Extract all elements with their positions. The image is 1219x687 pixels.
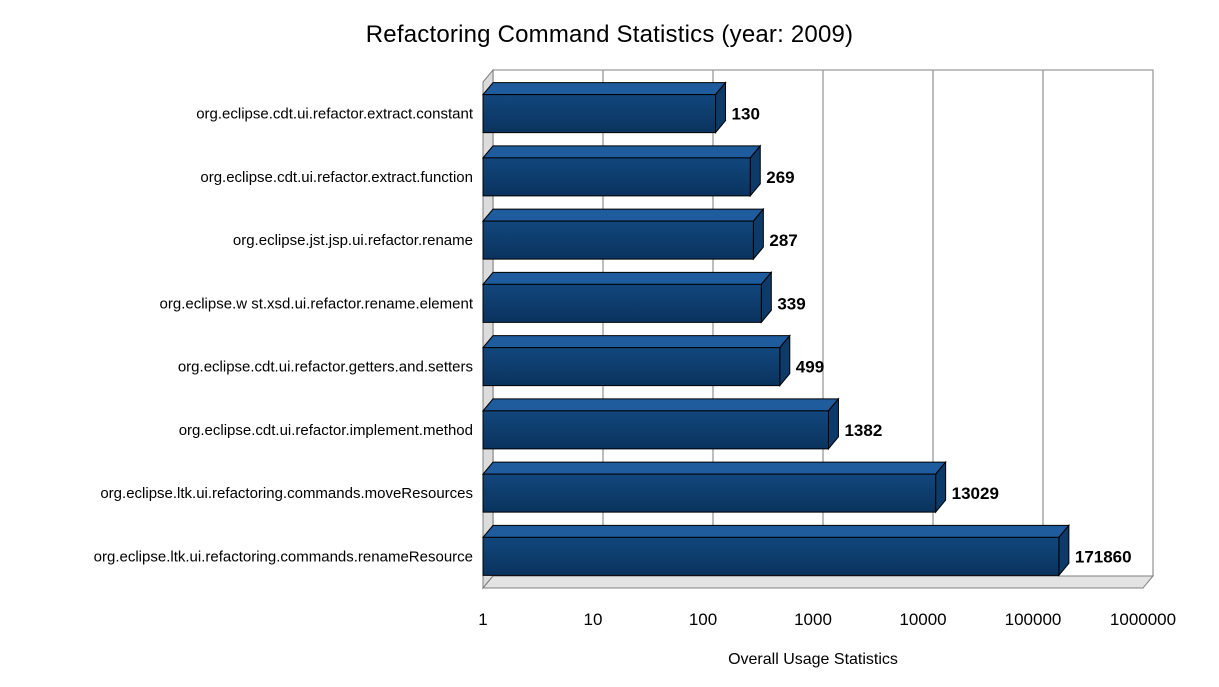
bar-top-face [481,271,773,285]
x-tick-label: 1 [478,610,487,629]
bar-top-face [481,82,727,96]
x-tick-label: 1000000 [1110,610,1176,629]
x-tick-label: 1000 [794,610,832,629]
x-tick-label: 100000 [1005,610,1062,629]
bar [482,347,781,387]
category-label: org.eclipse.cdt.ui.refactor.getters.and.… [178,359,473,376]
value-label: 130 [732,105,760,124]
category-label: org.eclipse.cdt.ui.refactor.extract.func… [200,169,473,186]
value-label: 269 [766,168,794,187]
category-label: org.eclipse.w st.xsd.ui.refactor.rename.… [160,295,474,312]
bar-top-face [481,208,765,222]
bar [482,220,754,260]
bar [482,473,937,513]
bar [482,536,1060,576]
bar-top-face [481,461,947,475]
x-tick-label: 10 [584,610,603,629]
plot-floor [481,575,1155,589]
bar [482,410,829,450]
bar-top-face [481,335,791,349]
category-label: org.eclipse.cdt.ui.refactor.implement.me… [179,422,473,439]
bar-top-face [481,524,1070,538]
category-label: org.eclipse.cdt.ui.refactor.extract.cons… [196,106,474,123]
bar [482,283,762,323]
value-label: 1382 [844,421,882,440]
category-label: org.eclipse.ltk.ui.refactoring.commands.… [100,485,473,502]
value-label: 339 [777,294,805,313]
bar [482,94,717,134]
value-label: 287 [769,231,797,250]
chart-title: Refactoring Command Statistics (year: 20… [365,21,854,48]
value-label: 13029 [952,484,999,503]
bar [482,157,751,197]
bar-top-face [481,145,762,159]
x-tick-label: 100 [689,610,717,629]
x-tick-label: 10000 [899,610,946,629]
bar-top-face [481,398,840,412]
value-label: 499 [796,358,824,377]
category-label: org.eclipse.jst.jsp.ui.refactor.rename [233,232,473,249]
x-axis-title: Overall Usage Statistics [728,651,898,668]
category-label: org.eclipse.ltk.ui.refactoring.commands.… [94,548,473,565]
value-label: 171860 [1075,547,1132,566]
